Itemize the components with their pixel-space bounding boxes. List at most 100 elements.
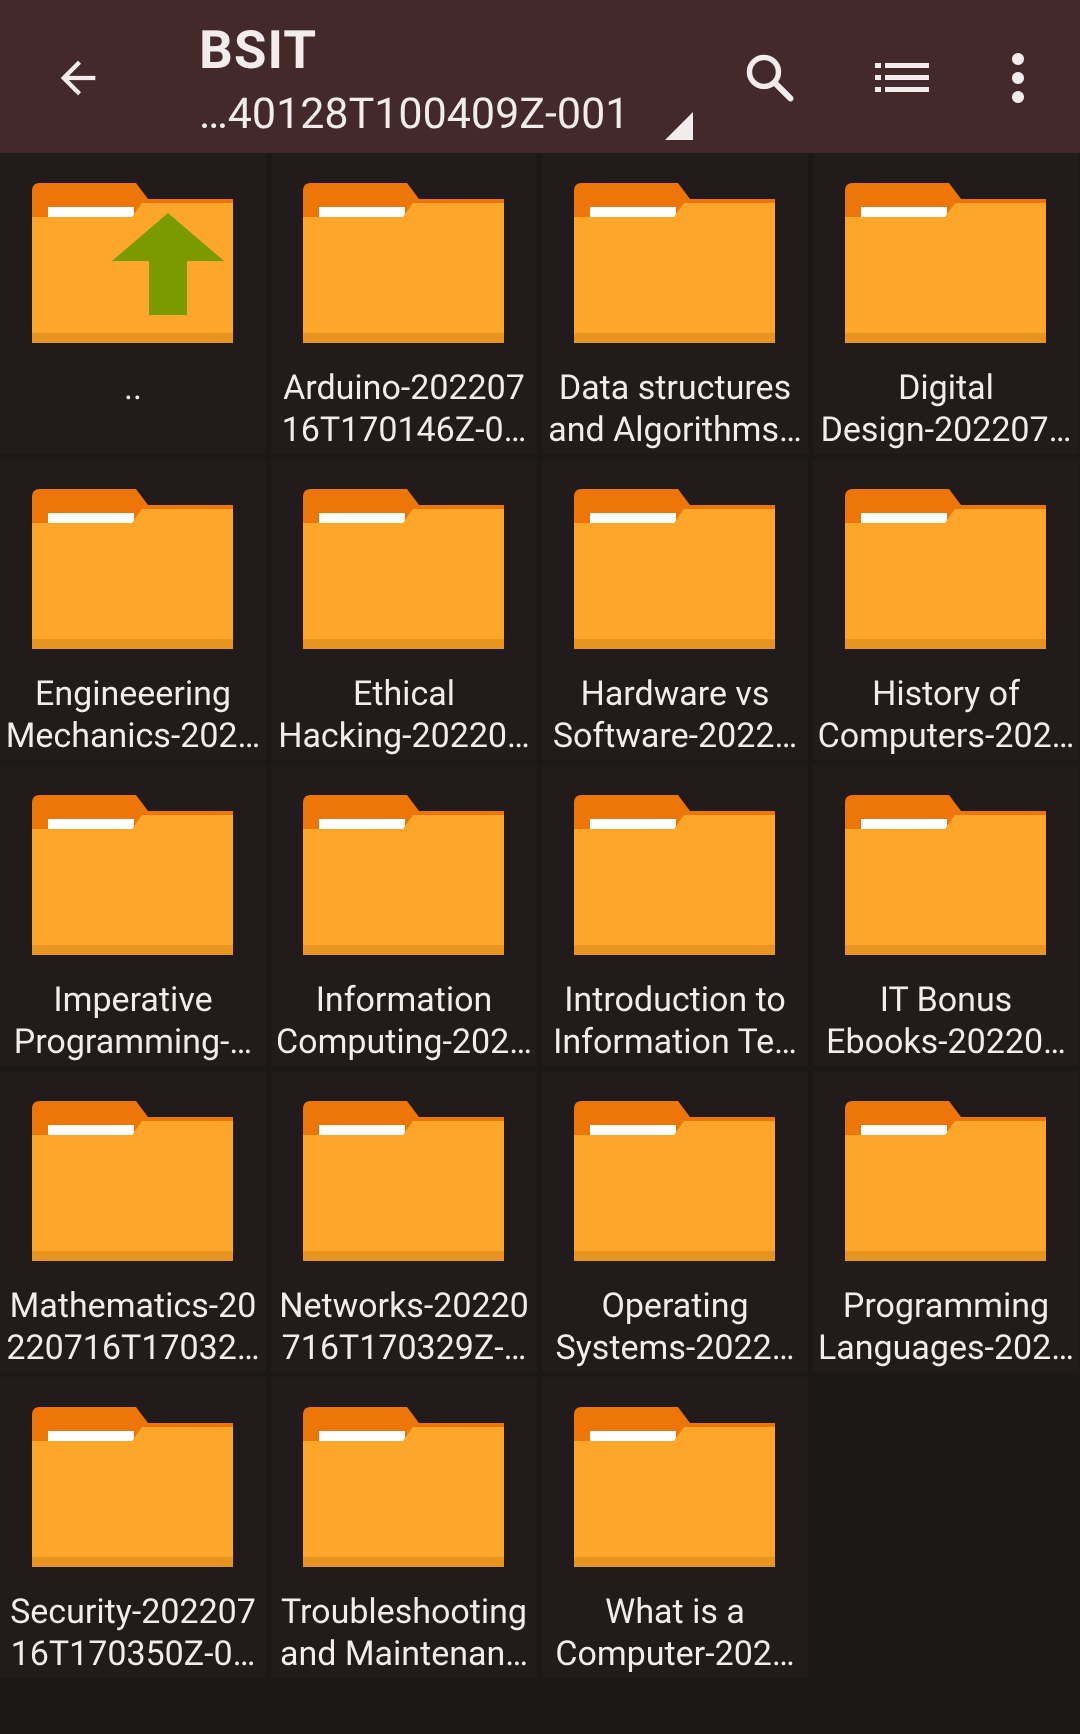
folder-name: History of Computers-202… [813, 673, 1079, 757]
folder-name-line1: Hardware vs [580, 674, 770, 714]
app-bar: BSIT …40128T100409Z-001 [0, 0, 1080, 153]
folder-name-line1: Arduino-202207 [283, 368, 525, 408]
folder-name: What is a Computer-202… [542, 1591, 808, 1675]
folder-name-line1: Troubleshooting [280, 1592, 528, 1632]
folder-name-line1: Security-202207 [10, 1592, 256, 1632]
folder-tile[interactable]: Networks-20220 716T170329Z-… [271, 1071, 537, 1372]
folder-tile[interactable]: Imperative Programming-… [0, 765, 266, 1066]
folder-name-line2: Systems-2022… [555, 1328, 795, 1368]
folder-name-line1: IT Bonus [879, 980, 1013, 1020]
folder-name-line2: Ebooks-20220… [826, 1022, 1066, 1062]
folder-name-line2: Programming-… [13, 1022, 253, 1062]
folder-name: Information Computing-202… [271, 979, 537, 1063]
folder-name: Engineeering Mechanics-202… [0, 673, 266, 757]
folder-icon [845, 489, 1046, 649]
folder-name-line1: Imperative [53, 980, 213, 1020]
folder-icon [303, 1407, 504, 1567]
folder-tile[interactable]: Programming Languages-202… [813, 1071, 1079, 1372]
folder-icon [32, 1101, 233, 1261]
folder-name: Imperative Programming-… [0, 979, 266, 1063]
folder-tile[interactable]: Data structures and Algorithms… [542, 153, 808, 454]
folder-name: Hardware vs Software-2022… [542, 673, 808, 757]
path-subtitle: …40128T100409Z-001 [199, 89, 630, 139]
folder-name-line1: Mathematics-20 [9, 1286, 257, 1326]
folder-up-icon [32, 183, 233, 343]
folder-tile[interactable]: Information Computing-202… [271, 765, 537, 1066]
view-toggle-button[interactable] [855, 30, 951, 126]
folder-icon [845, 795, 1046, 955]
folder-name-line1: History of [872, 674, 1020, 714]
folder-name-line1: Introduction to [564, 980, 786, 1020]
folder-name-line2: Computer-202… [555, 1634, 795, 1674]
folder-name-line1: What is a [605, 1592, 745, 1632]
more-vert-icon [1012, 53, 1024, 103]
folder-icon [845, 1101, 1046, 1261]
folder-tile[interactable]: Troubleshooting and Maintenan… [271, 1377, 537, 1678]
folder-name-line1: Networks-20220 [279, 1286, 529, 1326]
dropdown-indicator-icon [665, 112, 693, 140]
overflow-menu-button[interactable] [970, 30, 1066, 126]
folder-tile[interactable]: Introduction to Information Te… [542, 765, 808, 1066]
folder-icon [845, 183, 1046, 343]
folder-name-line2: Hacking-20220… [278, 716, 530, 756]
folder-name-line1: Ethical [353, 674, 455, 714]
folder-name-line2: Information Te… [553, 1022, 797, 1062]
folder-icon [574, 489, 775, 649]
folder-name-line2: and Algorithms… [548, 410, 802, 450]
folder-name-line1: .. [124, 368, 142, 408]
folder-name-line1: Data structures [558, 368, 792, 408]
folder-icon [574, 795, 775, 955]
folder-tile[interactable]: Digital Design-202207… [813, 153, 1079, 454]
folder-tile[interactable]: Ethical Hacking-20220… [271, 459, 537, 760]
search-button[interactable] [722, 30, 818, 126]
folder-icon [574, 1407, 775, 1567]
folder-tile[interactable]: Engineeering Mechanics-202… [0, 459, 266, 760]
folder-name: Digital Design-202207… [813, 367, 1079, 451]
folder-name: Ethical Hacking-20220… [271, 673, 537, 757]
folder-icon [303, 795, 504, 955]
folder-name-line2: Design-202207… [820, 410, 1072, 450]
folder-tile[interactable]: Operating Systems-2022… [542, 1071, 808, 1372]
folder-icon [303, 1101, 504, 1261]
folder-tile[interactable]: IT Bonus Ebooks-20220… [813, 765, 1079, 1066]
folder-tile[interactable]: Security-202207 16T170350Z-0… [0, 1377, 266, 1678]
path-dropdown[interactable]: …40128T100409Z-001 [199, 86, 699, 148]
back-button[interactable] [30, 30, 126, 126]
folder-name: Programming Languages-202… [813, 1285, 1079, 1369]
folder-tile[interactable]: Mathematics-20 220716T17032… [0, 1071, 266, 1372]
folder-icon [574, 183, 775, 343]
folder-icon [32, 489, 233, 649]
folder-name: .. [0, 367, 266, 409]
folder-tile[interactable]: Hardware vs Software-2022… [542, 459, 808, 760]
arrow-back-icon [60, 60, 96, 96]
folder-icon [574, 1101, 775, 1261]
parent-folder-tile[interactable]: .. [0, 153, 266, 454]
folder-tile[interactable]: Arduino-202207 16T170146Z-0… [271, 153, 537, 454]
folder-name: IT Bonus Ebooks-20220… [813, 979, 1079, 1063]
up-arrow-icon [112, 213, 224, 315]
list-view-icon [875, 63, 929, 92]
folder-name-line2: Languages-202… [817, 1328, 1075, 1368]
folder-icon [32, 1407, 233, 1567]
folder-name: Security-202207 16T170350Z-0… [0, 1591, 266, 1675]
search-icon [746, 54, 794, 102]
folder-tile[interactable]: What is a Computer-202… [542, 1377, 808, 1678]
folder-name: Data structures and Algorithms… [542, 367, 808, 451]
folder-name: Operating Systems-2022… [542, 1285, 808, 1369]
folder-name-line2: 220716T17032… [6, 1328, 260, 1368]
folder-icon [303, 489, 504, 649]
folder-name-line2: 716T170329Z-… [281, 1328, 527, 1368]
folder-name-line2: and Maintenan… [279, 1634, 529, 1674]
folder-name-line1: Engineeering [35, 674, 231, 714]
folder-name: Introduction to Information Te… [542, 979, 808, 1063]
folder-name-line2: 16T170146Z-0… [281, 410, 527, 450]
folder-name-line1: Operating [601, 1286, 749, 1326]
folder-name: Troubleshooting and Maintenan… [271, 1591, 537, 1675]
folder-name: Arduino-202207 16T170146Z-0… [271, 367, 537, 451]
folder-name-line2: Mechanics-202… [5, 716, 261, 756]
folder-name-line2: 16T170350Z-0… [10, 1634, 256, 1674]
folder-icon [32, 795, 233, 955]
folder-tile[interactable]: History of Computers-202… [813, 459, 1079, 760]
folder-name-line2: Computers-202… [817, 716, 1075, 756]
folder-name: Mathematics-20 220716T17032… [0, 1285, 266, 1369]
